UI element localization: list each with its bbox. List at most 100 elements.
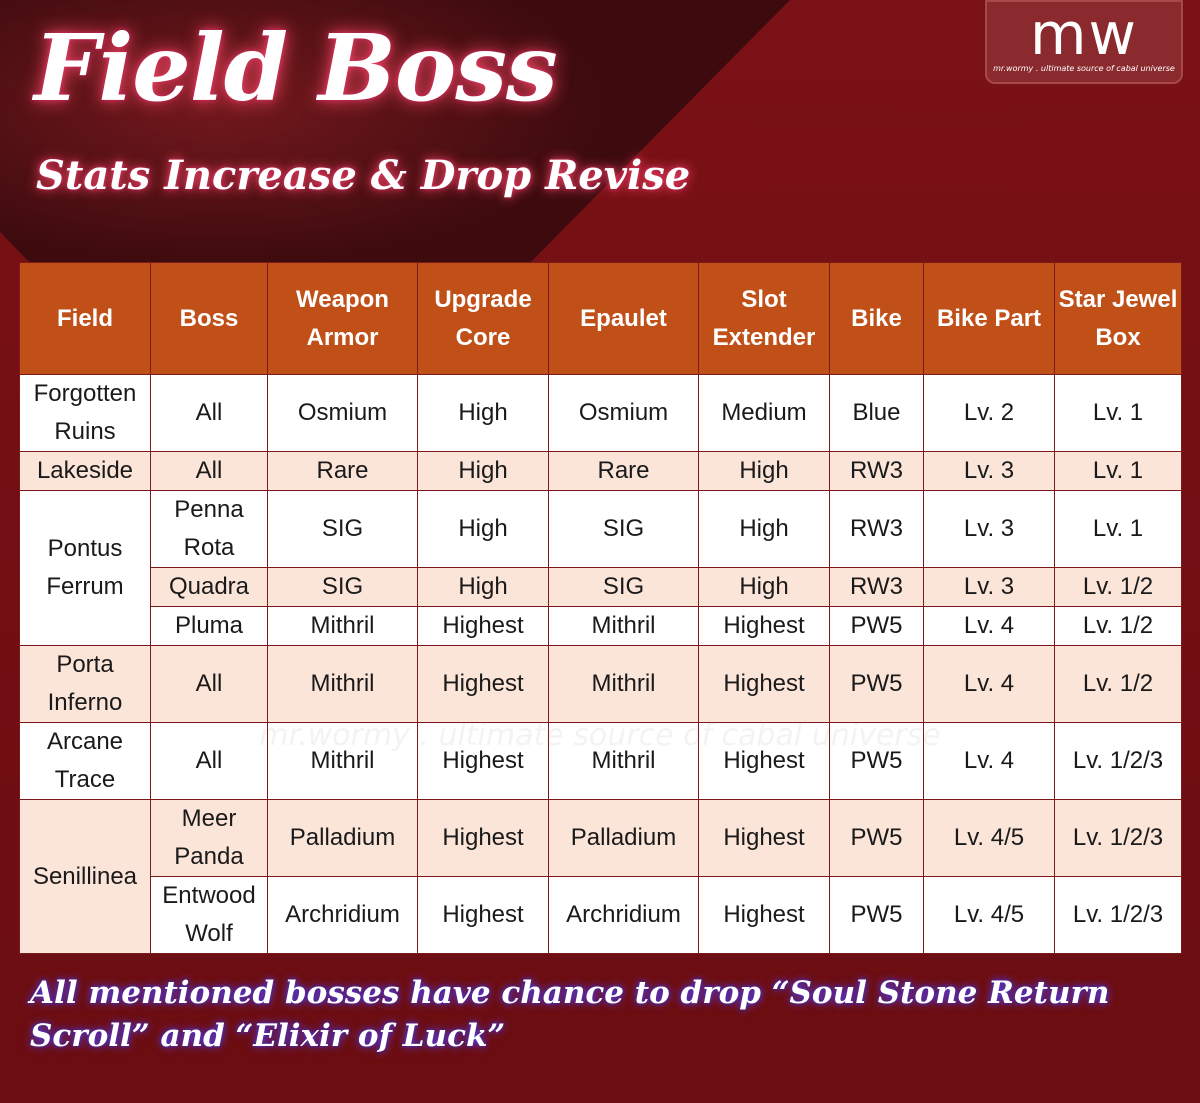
cell-boss: All [150, 451, 268, 491]
cell-boss: All [150, 645, 268, 723]
field-boss-table: Field Boss Weapon Armor Upgrade Core Epa… [19, 262, 1182, 954]
cell-upgrade-core: High [417, 490, 549, 568]
cell-boss: Pluma [150, 606, 268, 646]
cell-slot-extender: Medium [698, 374, 830, 452]
cell-boss: Penna Rota [150, 490, 268, 568]
cell-boss: All [150, 374, 268, 452]
table-row: Lakeside All Rare High Rare High RW3 Lv.… [19, 451, 1182, 491]
table-row: Senillinea Meer Panda Palladium Highest … [19, 799, 1182, 954]
cell-bike: PW5 [829, 799, 924, 877]
cell-slot-extender: Highest [698, 799, 830, 877]
cell-boss: All [150, 722, 268, 800]
mw-logo: mw mr.wormy . ultimate source of cabal u… [985, 0, 1183, 84]
page-title: Field Boss [34, 14, 558, 122]
cell-epaulet: Palladium [548, 799, 699, 877]
cell-slot-extender: High [698, 490, 830, 568]
cell-weapon-armor: Osmium [267, 374, 418, 452]
cell-slot-extender: Highest [698, 876, 830, 954]
cell-bike-part: Lv. 4 [923, 645, 1055, 723]
cell-upgrade-core: Highest [417, 606, 549, 646]
cell-slot-extender: Highest [698, 645, 830, 723]
cell-bike-part: Lv. 2 [923, 374, 1055, 452]
title-glow [0, 0, 640, 280]
cell-bike-part: Lv. 3 [923, 451, 1055, 491]
cell-star-jewel-box: Lv. 1/2 [1054, 567, 1182, 607]
table-header-row: Field Boss Weapon Armor Upgrade Core Epa… [19, 262, 1182, 375]
logo-mark: mw [1030, 0, 1138, 68]
cell-bike-part: Lv. 4 [923, 722, 1055, 800]
cell-weapon-armor: Mithril [267, 645, 418, 723]
cell-star-jewel-box: Lv. 1/2/3 [1054, 722, 1182, 800]
table-row: Forgotten Ruins All Osmium High Osmium M… [19, 374, 1182, 452]
cell-weapon-armor: Archridium [267, 876, 418, 954]
cell-boss: Entwood Wolf [150, 876, 268, 954]
cell-bike: PW5 [829, 645, 924, 723]
cell-field: Porta Inferno [19, 645, 151, 723]
header-star-jewel-box: Star Jewel Box [1054, 262, 1182, 375]
header-epaulet: Epaulet [548, 262, 699, 375]
cell-bike-part: Lv. 4 [923, 606, 1055, 646]
cell-upgrade-core: High [417, 374, 549, 452]
page-subtitle: Stats Increase & Drop Revise [36, 152, 691, 199]
header-field: Field [19, 262, 151, 375]
cell-slot-extender: High [698, 567, 830, 607]
cell-boss: Quadra [150, 567, 268, 607]
cell-upgrade-core: Highest [417, 799, 549, 877]
cell-slot-extender: Highest [698, 722, 830, 800]
cell-bike-part: Lv. 3 [923, 490, 1055, 568]
cell-field: Pontus Ferrum [19, 490, 151, 646]
cell-weapon-armor: SIG [267, 567, 418, 607]
cell-slot-extender: High [698, 451, 830, 491]
header-bike-part: Bike Part [923, 262, 1055, 375]
cell-weapon-armor: SIG [267, 490, 418, 568]
cell-weapon-armor: Mithril [267, 606, 418, 646]
logo-tagline: mr.wormy . ultimate source of cabal univ… [993, 64, 1175, 73]
header-upgrade-core: Upgrade Core [417, 262, 549, 375]
cell-epaulet: Archridium [548, 876, 699, 954]
header-slot-extender: Slot Extender [698, 262, 830, 375]
cell-upgrade-core: Highest [417, 645, 549, 723]
header-weapon-armor: Weapon Armor [267, 262, 418, 375]
cell-upgrade-core: Highest [417, 876, 549, 954]
cell-upgrade-core: Highest [417, 722, 549, 800]
cell-epaulet: SIG [548, 567, 699, 607]
cell-epaulet: Mithril [548, 645, 699, 723]
cell-field: Arcane Trace [19, 722, 151, 800]
cell-bike-part: Lv. 4/5 [923, 799, 1055, 877]
cell-bike-part: Lv. 4/5 [923, 876, 1055, 954]
cell-upgrade-core: High [417, 567, 549, 607]
drop-note: All mentioned bosses have chance to drop… [30, 975, 1110, 1054]
cell-epaulet: Rare [548, 451, 699, 491]
cell-weapon-armor: Palladium [267, 799, 418, 877]
cell-bike: PW5 [829, 722, 924, 800]
cell-bike: Blue [829, 374, 924, 452]
cell-epaulet: Osmium [548, 374, 699, 452]
cell-bike: RW3 [829, 567, 924, 607]
table-row: Quadra SIG High SIG High RW3 Lv. 3 Lv. 1… [20, 567, 1182, 607]
cell-slot-extender: Highest [698, 606, 830, 646]
cell-star-jewel-box: Lv. 1/2 [1054, 606, 1182, 646]
cell-star-jewel-box: Lv. 1/2/3 [1054, 799, 1182, 877]
cell-epaulet: SIG [548, 490, 699, 568]
watermark-tagline: mr.wormy . ultimate source of cabal univ… [259, 718, 941, 753]
cell-star-jewel-box: Lv. 1 [1054, 374, 1182, 452]
table-row: Entwood Wolf Archridium Highest Archridi… [20, 876, 1182, 954]
cell-field: Lakeside [19, 451, 151, 491]
cell-star-jewel-box: Lv. 1/2 [1054, 645, 1182, 723]
table-row: Arcane Trace All Mithril Highest Mithril… [19, 722, 1182, 800]
table-row: Porta Inferno All Mithril Highest Mithri… [19, 645, 1182, 723]
table-row: Pontus Ferrum Penna Rota SIG High SIG Hi… [19, 490, 1182, 646]
cell-boss: Meer Panda [150, 799, 268, 877]
cell-star-jewel-box: Lv. 1/2/3 [1054, 876, 1182, 954]
header-bike: Bike [829, 262, 924, 375]
table-row: Pluma Mithril Highest Mithril Highest PW… [20, 606, 1182, 646]
cell-field: Forgotten Ruins [19, 374, 151, 452]
cell-epaulet: Mithril [548, 606, 699, 646]
cell-bike: PW5 [829, 876, 924, 954]
cell-upgrade-core: High [417, 451, 549, 491]
header-boss: Boss [150, 262, 268, 375]
cell-weapon-armor: Mithril [267, 722, 418, 800]
cell-weapon-armor: Rare [267, 451, 418, 491]
cell-bike-part: Lv. 3 [923, 567, 1055, 607]
cell-bike: PW5 [829, 606, 924, 646]
